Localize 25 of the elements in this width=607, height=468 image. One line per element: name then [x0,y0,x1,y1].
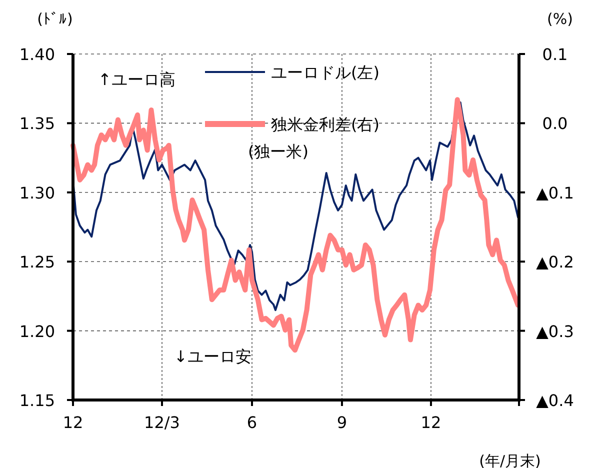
annotation: ↓ユーロ安 [174,347,252,366]
y2-tick-label: ▲0.3 [536,322,574,341]
legend-label: 独米金利差(右) (独ー米) [248,115,380,161]
y2-tick-label: ▲0.4 [536,391,574,410]
y-tick-label: 1.25 [19,252,55,272]
x-tick-label: 12/3 [144,413,180,432]
x-axis-title: (年/月末) [479,452,541,468]
legend-label: ユーロドル(左) [271,63,380,82]
y2-axis-title: (%) [547,10,573,28]
y-tick-label: 1.35 [19,114,55,134]
x-tick-label: 12 [420,413,442,432]
x-tick-label: 6 [246,413,258,432]
y-tick-label: 1.40 [19,45,55,64]
y2-tick-label: 0.0 [542,114,568,134]
y-tick-label: 1.15 [19,391,55,410]
y2-tick-label: ▲0.2 [536,252,574,272]
y2-tick-label: 0.1 [542,45,568,64]
y-tick-label: 1.20 [19,322,55,341]
annotation: ↑ユーロ高 [98,70,176,89]
x-tick-label: 9 [336,413,348,432]
y-tick-label: 1.30 [19,183,55,202]
line-series [72,101,520,312]
y2-tick-label: ▲0.1 [536,183,574,202]
x-tick-label: 12 [62,413,84,432]
y-axis-title: (ﾄﾞﾙ) [37,10,73,28]
